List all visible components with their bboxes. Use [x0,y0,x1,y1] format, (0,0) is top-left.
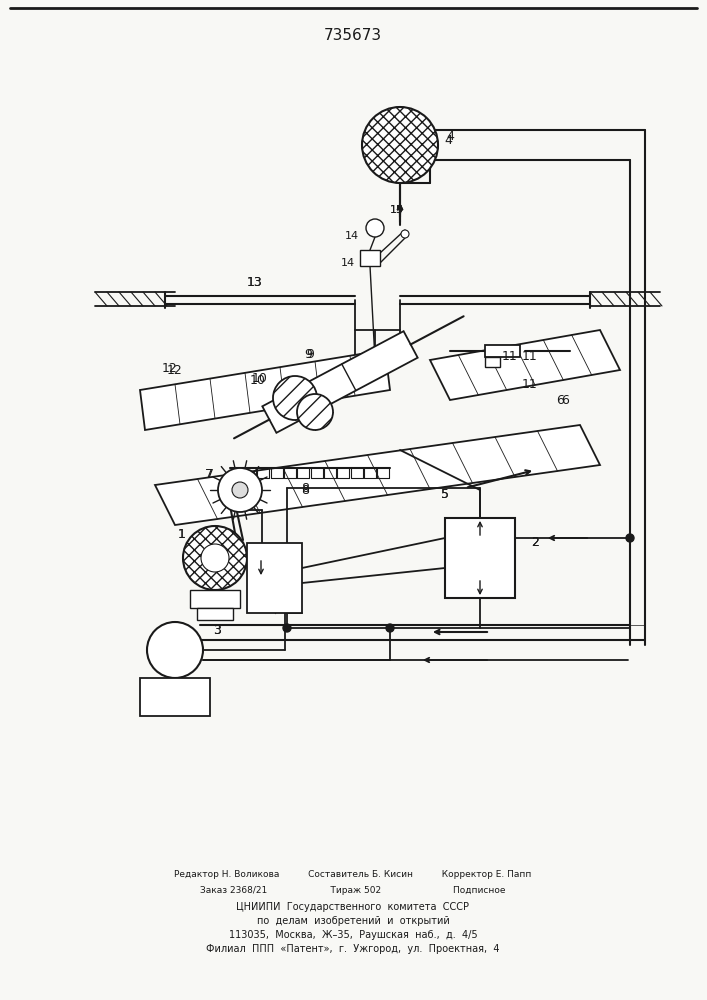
Text: 11: 11 [522,350,538,362]
Text: 113035,  Москва,  Ж–35,  Раушская  наб.,  д.  4/5: 113035, Москва, Ж–35, Раушская наб., д. … [228,930,477,940]
Text: 8: 8 [301,482,309,494]
Polygon shape [430,330,620,400]
Bar [197,608,233,620]
Circle shape [232,482,248,498]
Text: 6: 6 [561,393,569,406]
Polygon shape [140,350,390,430]
Text: 4: 4 [444,133,452,146]
Text: 4: 4 [446,130,454,143]
Text: 10: 10 [252,371,268,384]
Polygon shape [163,640,191,660]
Circle shape [626,534,634,542]
Bar [190,590,240,608]
Text: 2: 2 [531,536,539,550]
Text: 5: 5 [441,488,449,500]
Text: 735673: 735673 [324,27,382,42]
Circle shape [386,624,394,632]
Text: 14: 14 [345,231,359,241]
Text: Филиал  ППП  «Патент»,  г.  Ужгород,  ул.  Проектная,  4: Филиал ППП «Патент», г. Ужгород, ул. Про… [206,944,500,954]
Text: 12: 12 [162,361,178,374]
Circle shape [401,230,409,238]
Text: 5: 5 [441,488,449,500]
Text: 3: 3 [213,624,221,637]
Text: 14: 14 [341,258,355,268]
Text: 9: 9 [306,349,314,361]
Polygon shape [155,425,600,525]
Text: 9: 9 [304,349,312,361]
Bar [140,678,210,716]
Circle shape [201,544,229,572]
Text: 7: 7 [206,468,214,482]
Circle shape [366,219,384,237]
Circle shape [183,526,247,590]
Polygon shape [262,331,418,433]
Bar [445,518,515,598]
Circle shape [283,624,291,632]
Bar [485,357,500,367]
Text: по  делам  изобретений  и  открытий: по делам изобретений и открытий [257,916,450,926]
Text: 1: 1 [178,528,186,542]
Text: 1: 1 [178,528,186,542]
Circle shape [362,107,438,183]
Text: 15: 15 [390,205,404,215]
Bar [360,250,380,266]
Bar [247,543,302,613]
Text: 8: 8 [301,484,309,496]
Text: 13: 13 [247,275,263,288]
Bar [485,345,520,357]
Text: ЦНИИПИ  Государственного  комитета  СССР: ЦНИИПИ Государственного комитета СССР [237,902,469,912]
Text: 3: 3 [213,624,221,637]
Text: 11: 11 [522,378,538,391]
Circle shape [273,376,317,420]
Text: 12: 12 [167,363,183,376]
Text: 7: 7 [205,468,213,482]
Text: 11: 11 [502,350,518,362]
Text: 6: 6 [556,393,564,406]
Text: 13: 13 [247,275,263,288]
Circle shape [218,468,262,512]
Text: Редактор Н. Воликова          Составитель Б. Кисин          Корректор Е. Папп: Редактор Н. Воликова Составитель Б. Киси… [175,870,532,879]
Circle shape [297,394,333,430]
Text: 15: 15 [390,205,404,215]
Circle shape [147,622,203,678]
Text: 2: 2 [531,536,539,550]
Text: Заказ 2368/21                      Тираж 502                         Подписное: Заказ 2368/21 Тираж 502 Подписное [200,886,506,895]
Text: 10: 10 [250,373,266,386]
